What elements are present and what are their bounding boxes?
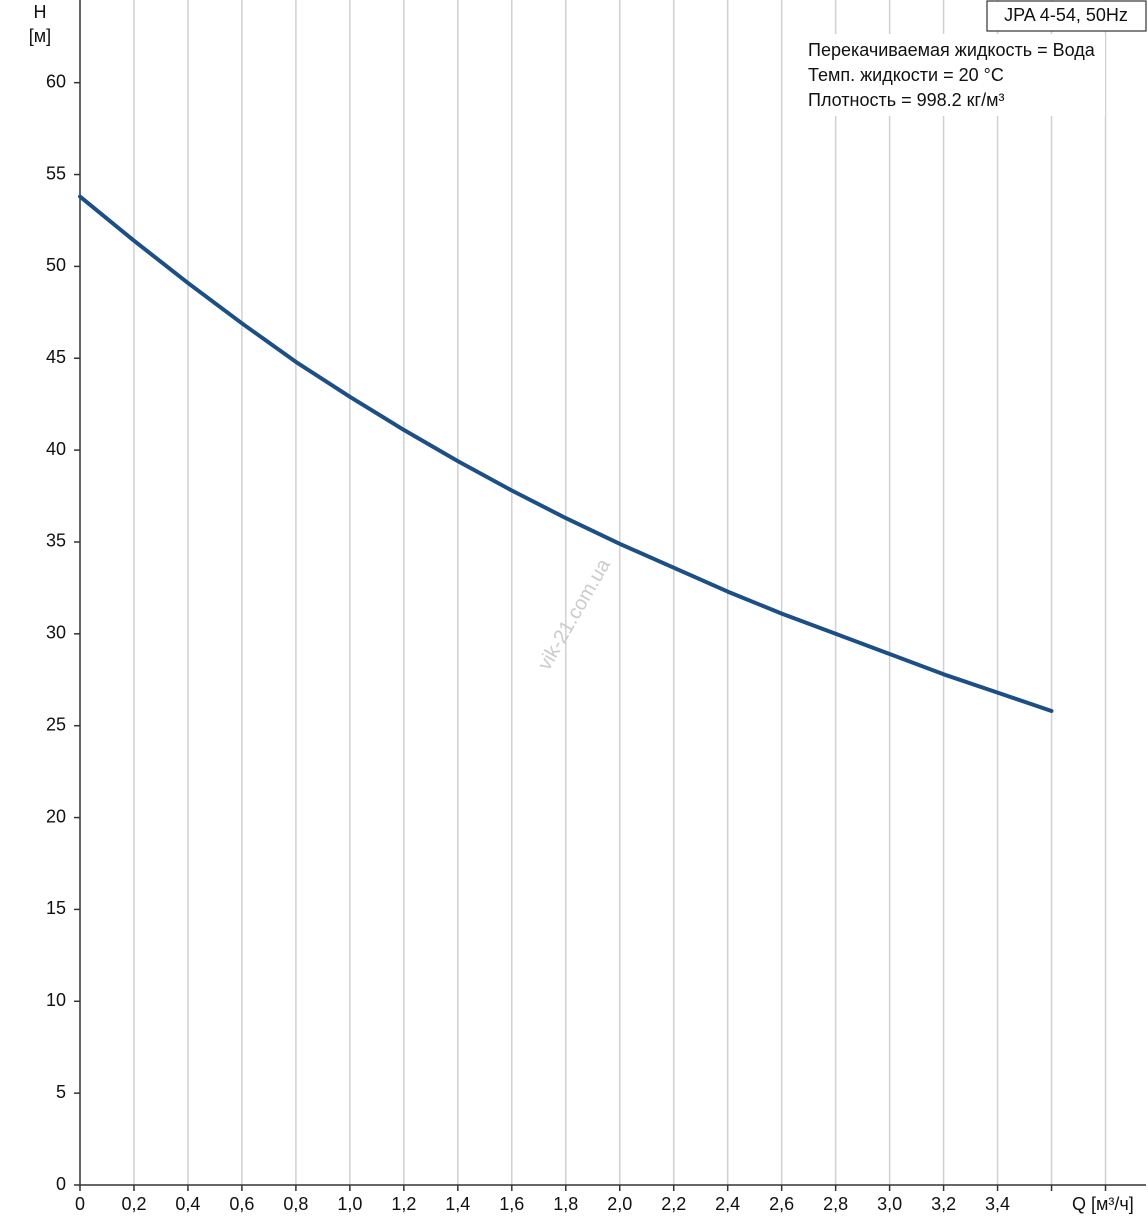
x-tick-label: 2,4 [715,1194,740,1214]
y-tick-label: 25 [46,714,66,734]
info-background [803,34,1105,116]
x-tick-label: 2,6 [769,1194,794,1214]
x-tick-label: 0,2 [121,1194,146,1214]
x-tick-label: 1,0 [337,1194,362,1214]
chart-title: JPA 4-54, 50Hz [1004,5,1128,25]
y-tick-label: 35 [46,531,66,551]
y-tick-label: 60 [46,71,66,91]
y-axis-unit: [м] [29,26,51,46]
annotation: Перекачиваемая жидкость = Вода [808,40,1096,60]
y-tick-label: 50 [46,255,66,275]
x-tick-label: 1,4 [445,1194,470,1214]
x-tick-label: 2,0 [607,1194,632,1214]
y-tick-label: 10 [46,990,66,1010]
x-tick-label: 0 [75,1194,85,1214]
watermark: vik-21.com.ua [534,554,616,674]
y-tick-label: 45 [46,347,66,367]
y-tick-label: 15 [46,898,66,918]
annotation: Плотность = 998.2 кг/м³ [808,90,1004,110]
x-tick-label: 2,2 [661,1194,686,1214]
x-tick-label: 0,8 [283,1194,308,1214]
x-tick-label: 1,2 [391,1194,416,1214]
y-tick-label: 5 [56,1082,66,1102]
curve [78,194,1054,713]
y-axis-label: H [34,2,47,22]
x-tick-label: 0,6 [229,1194,254,1214]
y-tick-label: 30 [46,623,66,643]
x-tick-label: 3,2 [931,1194,956,1214]
title-box [986,0,1147,32]
x-tick-label: 1,6 [499,1194,524,1214]
x-tick-label: 1,8 [553,1194,578,1214]
y-tick-label: 40 [46,439,66,459]
y-tick-label: 0 [56,1174,66,1194]
x-tick-label: 3,0 [877,1194,902,1214]
x-axis-label: Q [м³/ч] [1072,1194,1134,1214]
x-tick-label: 2,8 [823,1194,848,1214]
y-tick-label: 20 [46,806,66,826]
y-tick-label: 55 [46,163,66,183]
x-tick-label: 0,4 [175,1194,200,1214]
annotation: Темп. жидкости = 20 °C [808,65,1004,85]
x-tick-label: 3,4 [985,1194,1010,1214]
